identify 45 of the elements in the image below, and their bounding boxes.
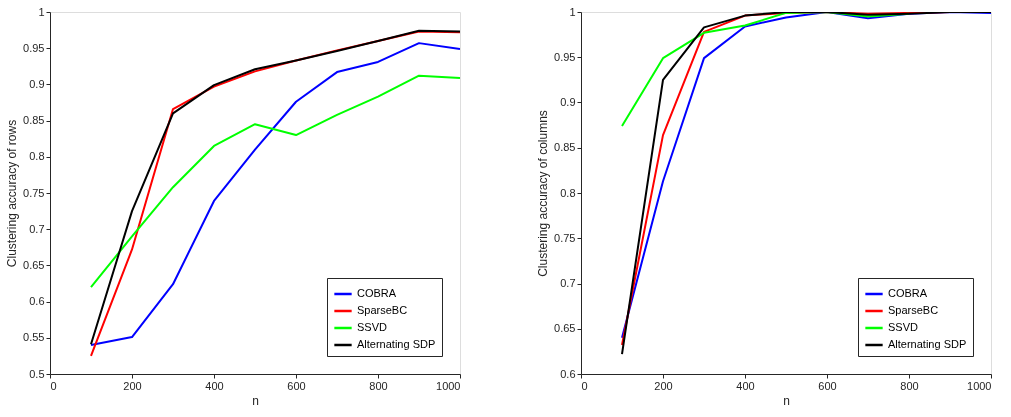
y-tick-label: 0.55	[23, 331, 45, 344]
y-tick-label: 0.6	[560, 367, 576, 380]
x-tick-label: 400	[205, 379, 224, 392]
x-tick-label: 600	[287, 379, 306, 392]
x-tick-label: 1000	[436, 379, 461, 392]
legend-label: SSVD	[888, 321, 919, 333]
y-tick-label: 0.6	[29, 295, 45, 308]
y-tick-label: 0.85	[23, 114, 45, 127]
y-tick-label: 0.8	[29, 150, 45, 163]
y-tick-label: 0.65	[23, 258, 45, 271]
y-tick-label: 1	[38, 5, 45, 18]
line-series	[90, 74, 460, 289]
legend-label: SSVD	[357, 321, 388, 333]
legend-label: COBRA	[888, 287, 928, 299]
y-tick-label: 0.75	[554, 231, 576, 244]
y-tick-label: 1	[569, 5, 576, 18]
legend-label: Alternating SDP	[888, 338, 967, 350]
x-tick-label: 800	[900, 379, 919, 392]
y-tick-label: 0.95	[554, 50, 576, 63]
x-tick-label: 200	[654, 379, 673, 392]
y-tick-label: 0.65	[554, 322, 576, 335]
y-tick-label: 0.9	[29, 77, 45, 90]
y-tick-label: 0.7	[560, 277, 576, 289]
legend-label: Alternating SDP	[357, 338, 436, 350]
x-axis-title: n	[783, 393, 790, 408]
y-tick-label: 0.8	[560, 186, 576, 199]
y-tick-label: 0.85	[554, 141, 576, 154]
legend-label: COBRA	[357, 287, 397, 299]
x-tick-label: 200	[123, 379, 142, 392]
x-tick-label: 800	[369, 379, 388, 392]
x-tick-label: 1000	[967, 379, 992, 392]
y-tick-label: 0.7	[29, 222, 45, 235]
x-tick-label: 600	[818, 379, 837, 392]
y-tick-label: 0.75	[23, 186, 45, 199]
y-axis-title: Clustering accuracy of columns	[536, 110, 551, 277]
x-tick-label: 0	[581, 379, 588, 392]
y-tick-label: 0.5	[29, 367, 45, 380]
x-axis-title: n	[252, 393, 259, 408]
y-axis-title: Clustering accuracy of rows	[5, 119, 20, 268]
legend-label: SparseBC	[357, 304, 408, 316]
x-tick-label: 400	[736, 379, 755, 392]
y-tick-label: 0.9	[560, 96, 576, 108]
x-tick-label: 0	[50, 379, 57, 392]
legend-label: SparseBC	[888, 304, 939, 316]
y-tick-label: 0.95	[23, 41, 45, 54]
